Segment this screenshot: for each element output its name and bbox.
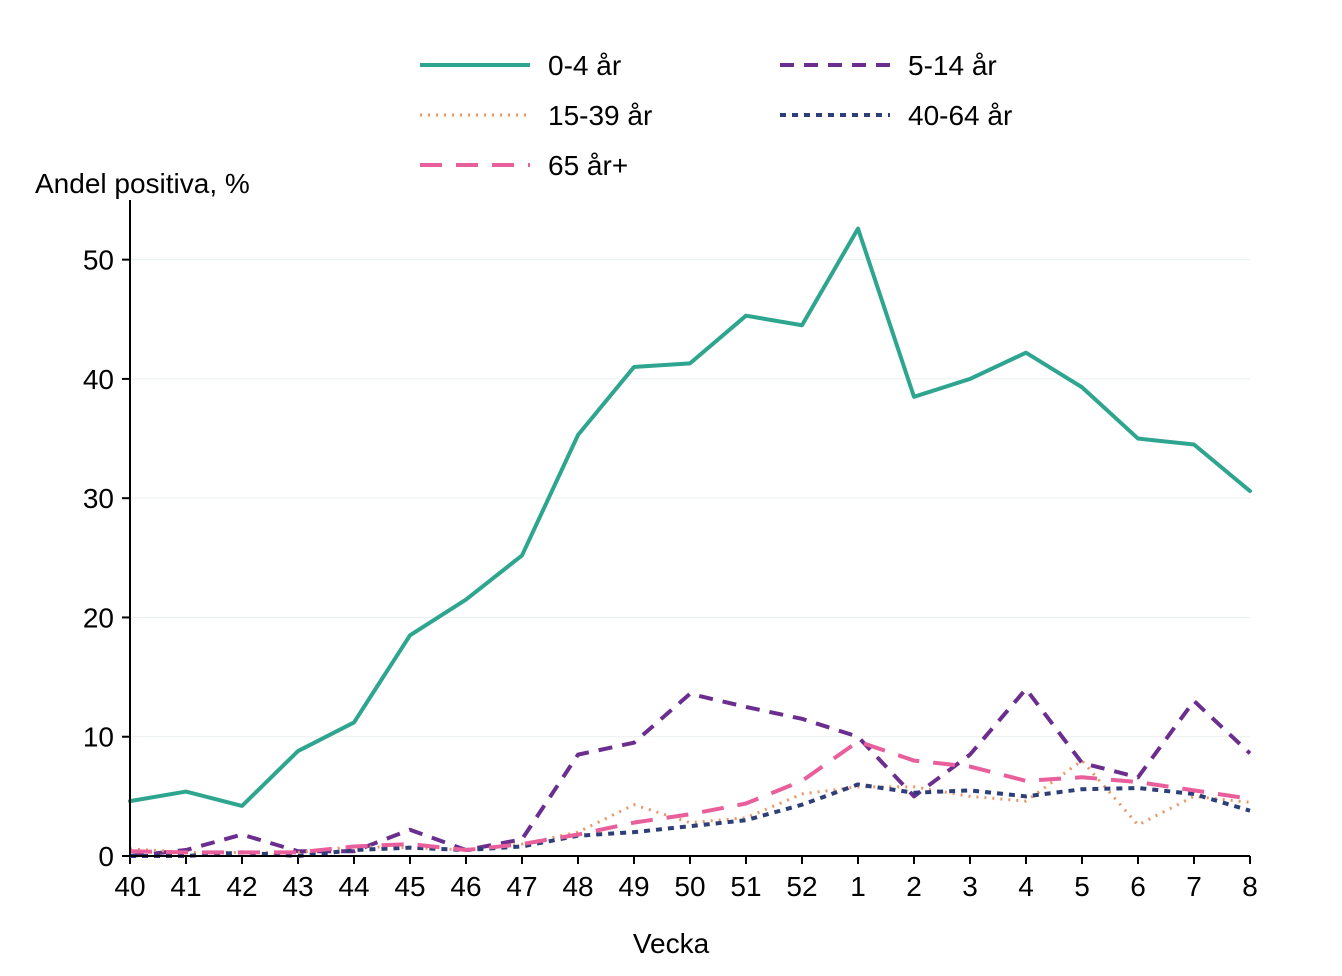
x-tick-label: 46 — [450, 871, 481, 902]
x-tick-label: 7 — [1186, 871, 1202, 902]
series-line-2 — [130, 761, 1250, 853]
y-axis-title: Andel positiva, % — [35, 168, 250, 200]
x-tick-label: 51 — [730, 871, 761, 902]
series-line-0 — [130, 229, 1250, 806]
x-axis-title: Vecka — [0, 928, 1342, 960]
x-tick-label: 4 — [1018, 871, 1034, 902]
x-tick-label: 50 — [674, 871, 705, 902]
chart-svg: 0102030405040414243444546474849505152123… — [0, 0, 1342, 976]
y-tick-label: 50 — [83, 245, 114, 276]
series-line-4 — [130, 742, 1250, 853]
y-tick-label: 0 — [98, 841, 114, 872]
legend: 0-4 år 5-14 år 15-39 år 40-64 år 65 år+ — [420, 50, 1012, 181]
x-tick-label: 52 — [786, 871, 817, 902]
series-line-3 — [130, 784, 1250, 856]
legend-label: 40-64 år — [908, 100, 1012, 131]
x-tick-label: 3 — [962, 871, 978, 902]
x-tick-label: 44 — [338, 871, 369, 902]
x-tick-label: 8 — [1242, 871, 1258, 902]
series-line-1 — [130, 689, 1250, 856]
x-tick-label: 1 — [850, 871, 866, 902]
x-tick-label: 47 — [506, 871, 537, 902]
x-tick-label: 40 — [114, 871, 145, 902]
legend-label: 15-39 år — [548, 100, 652, 131]
x-tick-label: 49 — [618, 871, 649, 902]
x-tick-label: 41 — [170, 871, 201, 902]
line-chart: Andel positiva, % 0102030405040414243444… — [0, 0, 1342, 976]
legend-label: 5-14 år — [908, 50, 997, 81]
x-tick-label: 42 — [226, 871, 257, 902]
legend-label: 65 år+ — [548, 150, 628, 181]
x-tick-label: 48 — [562, 871, 593, 902]
x-tick-label: 43 — [282, 871, 313, 902]
x-tick-label: 2 — [906, 871, 922, 902]
x-tick-label: 45 — [394, 871, 425, 902]
y-tick-label: 30 — [83, 483, 114, 514]
y-tick-label: 10 — [83, 722, 114, 753]
x-tick-label: 6 — [1130, 871, 1146, 902]
legend-label: 0-4 år — [548, 50, 621, 81]
y-tick-label: 20 — [83, 602, 114, 633]
x-tick-label: 5 — [1074, 871, 1090, 902]
y-tick-label: 40 — [83, 364, 114, 395]
